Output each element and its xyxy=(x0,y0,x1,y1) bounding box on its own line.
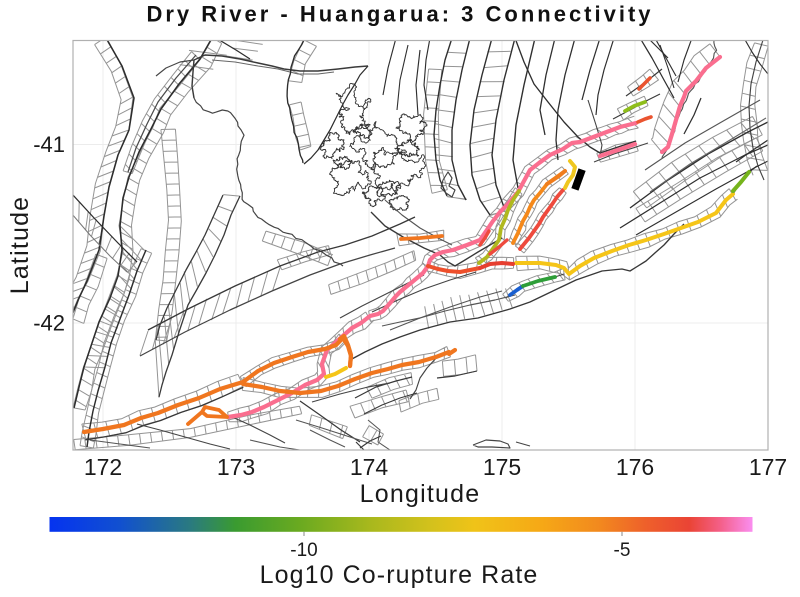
svg-text:177: 177 xyxy=(749,454,787,480)
svg-text:Latitude: Latitude xyxy=(6,196,34,295)
svg-text:Log10 Co-rupture Rate: Log10 Co-rupture Rate xyxy=(260,561,539,589)
svg-text:Dry River - Huangarua: 3 Conne: Dry River - Huangarua: 3 Connectivity xyxy=(146,2,653,27)
svg-text:172: 172 xyxy=(84,454,122,480)
svg-text:Longitude: Longitude xyxy=(360,480,481,508)
svg-text:173: 173 xyxy=(217,454,255,480)
svg-text:-42: -42 xyxy=(33,311,65,336)
svg-text:176: 176 xyxy=(616,454,654,480)
svg-text:-5: -5 xyxy=(614,540,631,561)
svg-text:174: 174 xyxy=(350,454,389,480)
svg-text:-41: -41 xyxy=(33,132,65,157)
svg-text:-10: -10 xyxy=(290,540,317,561)
svg-text:175: 175 xyxy=(483,454,521,480)
